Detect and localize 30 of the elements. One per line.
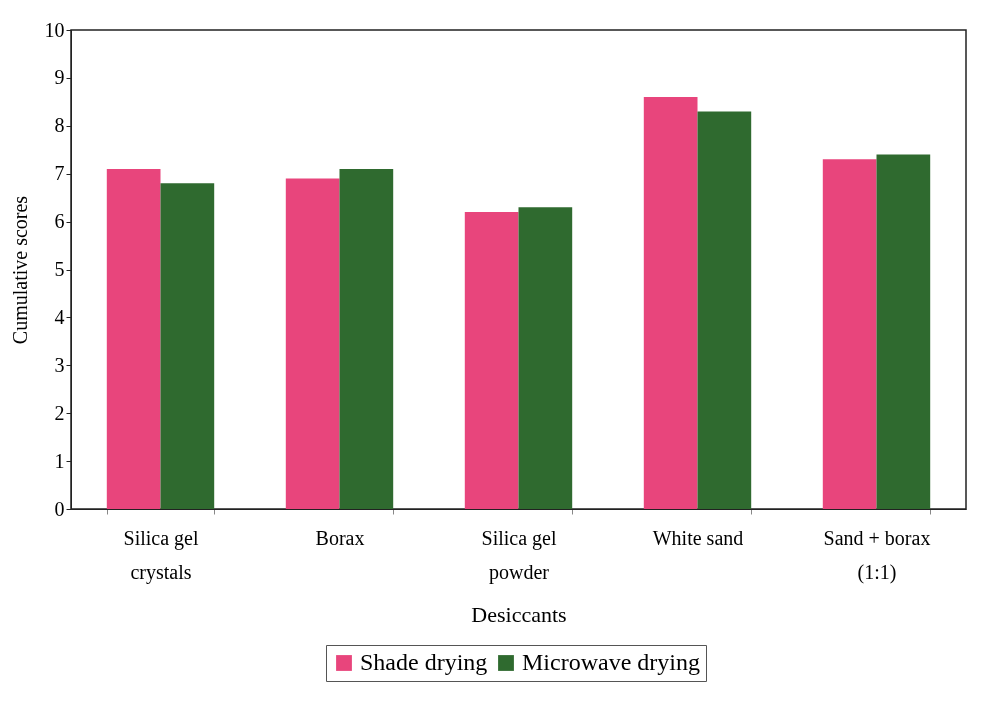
bar xyxy=(822,159,877,509)
bar xyxy=(876,154,931,509)
y-tick-label: 3 xyxy=(54,353,65,376)
legend-label: Microwave drying xyxy=(522,649,700,675)
y-tick-label: 7 xyxy=(54,162,65,185)
bar xyxy=(106,168,161,509)
bar xyxy=(518,207,573,509)
x-tick-label: Silica gel powder xyxy=(481,526,557,584)
y-tick-label: 5 xyxy=(54,258,65,280)
bar xyxy=(339,168,394,509)
y-tick-label: 4 xyxy=(54,305,65,328)
bar xyxy=(160,183,215,509)
y-tick-label: 0 xyxy=(54,497,65,520)
bar xyxy=(643,97,698,509)
y-tick-label: 8 xyxy=(54,114,65,137)
bar xyxy=(464,212,519,509)
x-axis-title: Desiccants xyxy=(471,601,567,627)
y-axis-title: Cumulative scores xyxy=(8,195,31,345)
x-tick-label: Silica gel crystals xyxy=(123,526,199,584)
bar xyxy=(697,111,752,509)
y-tick-label: 9 xyxy=(54,66,65,89)
y-tick-label: 6 xyxy=(54,210,65,233)
y-tick-label: 10 xyxy=(44,18,65,41)
y-tick-label: 2 xyxy=(54,401,65,424)
x-tick-label: Borax xyxy=(315,526,365,549)
x-tick-label: Sand + borax (1:1) xyxy=(823,526,931,584)
legend-label: Shade drying xyxy=(360,649,488,675)
x-tick-label: White sand xyxy=(652,526,744,549)
y-tick-label: 1 xyxy=(54,449,65,472)
bar xyxy=(285,178,340,509)
